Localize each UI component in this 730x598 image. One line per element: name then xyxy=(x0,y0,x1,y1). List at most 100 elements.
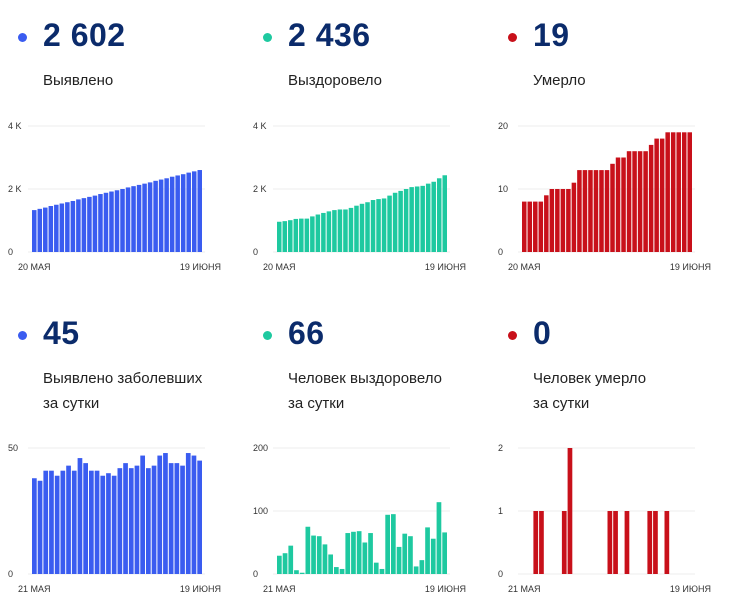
bar xyxy=(87,196,92,252)
bar xyxy=(77,458,83,574)
bar xyxy=(348,207,354,252)
bar xyxy=(54,204,59,252)
stat-label-line1: Выявлено xyxy=(43,72,114,89)
bar xyxy=(197,460,202,574)
bar xyxy=(294,570,299,574)
bar xyxy=(147,182,153,252)
stat-label-line2: за сутки xyxy=(43,395,100,412)
bar xyxy=(334,567,339,574)
bar xyxy=(409,187,414,252)
bar xyxy=(533,201,538,252)
bar xyxy=(373,562,379,574)
bar xyxy=(527,201,533,252)
stat-label-line1: Человек выздоровело xyxy=(288,370,442,387)
bar xyxy=(92,195,98,252)
stat-label: Умерло xyxy=(533,68,586,93)
y-tick-label: 0 xyxy=(8,569,13,579)
y-tick-label: 0 xyxy=(253,247,258,257)
bar xyxy=(681,132,687,252)
bar xyxy=(37,208,43,252)
bar xyxy=(59,203,65,252)
x-tick-label: 19 ИЮНЯ xyxy=(670,262,711,272)
bar xyxy=(315,214,321,252)
bar xyxy=(310,216,315,252)
bar xyxy=(420,185,425,252)
bar xyxy=(665,132,670,252)
bar xyxy=(632,151,637,252)
bar xyxy=(613,511,618,574)
bar xyxy=(70,200,76,252)
bar xyxy=(311,535,316,574)
bar xyxy=(687,132,692,252)
bar xyxy=(134,465,140,574)
x-tick-label: 20 МАЯ xyxy=(263,262,296,272)
stat-label: Выздоровело xyxy=(288,68,382,93)
bar xyxy=(599,170,604,252)
y-tick-label: 50 xyxy=(8,443,18,453)
bar xyxy=(65,202,70,252)
bar xyxy=(368,533,373,574)
bar xyxy=(610,163,615,252)
bar xyxy=(588,170,593,252)
y-tick-label: 20 xyxy=(498,121,508,131)
bar xyxy=(305,526,311,574)
bar xyxy=(76,199,81,252)
bar xyxy=(615,157,621,252)
x-tick-label: 20 МАЯ xyxy=(18,262,51,272)
bar xyxy=(168,463,174,574)
bar xyxy=(136,184,142,252)
x-tick-label: 19 ИЮНЯ xyxy=(180,262,221,272)
bar xyxy=(83,463,88,574)
bar xyxy=(643,151,648,252)
bar xyxy=(128,468,134,574)
bar xyxy=(186,172,191,252)
bar xyxy=(288,220,293,252)
bar xyxy=(621,157,626,252)
bar xyxy=(626,151,632,252)
bar xyxy=(555,189,560,252)
bar xyxy=(538,201,544,252)
bar xyxy=(396,546,402,574)
bar-chart: 0 10 20 20 МАЯ 19 ИЮНЯ xyxy=(498,121,711,272)
bar xyxy=(607,511,613,574)
bar xyxy=(593,170,599,252)
bar xyxy=(299,572,305,574)
bar xyxy=(425,527,430,574)
bar xyxy=(648,144,654,252)
bar xyxy=(60,470,66,574)
bar xyxy=(151,465,157,574)
bar xyxy=(304,218,310,252)
bar xyxy=(89,470,94,574)
bar xyxy=(359,203,365,252)
bar xyxy=(582,170,588,252)
bar xyxy=(408,536,413,574)
stat-value: 45 xyxy=(43,315,80,351)
bar xyxy=(98,194,103,252)
bar xyxy=(43,207,48,252)
bar xyxy=(197,170,202,252)
y-tick-label: 0 xyxy=(498,569,503,579)
bar xyxy=(49,470,54,574)
bar xyxy=(293,218,299,252)
bar xyxy=(37,480,43,574)
bar xyxy=(539,511,544,574)
bar-chart: 0 50 21 МАЯ 19 ИЮНЯ xyxy=(8,443,221,594)
bar xyxy=(146,468,151,574)
stat-label-line1: Выздоровело xyxy=(288,72,383,89)
bar xyxy=(391,514,396,574)
legend-dot-icon xyxy=(508,33,517,42)
bar xyxy=(577,170,582,252)
x-tick-label: 19 ИЮНЯ xyxy=(180,584,221,594)
bar xyxy=(326,211,332,252)
bar xyxy=(376,199,381,252)
y-tick-label: 0 xyxy=(253,569,258,579)
y-tick-label: 0 xyxy=(8,247,13,257)
bar xyxy=(163,453,168,574)
bar xyxy=(157,455,163,574)
bar xyxy=(125,187,131,252)
y-tick-label: 4 K xyxy=(253,121,267,131)
bar xyxy=(191,455,197,574)
bar xyxy=(413,566,419,574)
bar xyxy=(354,205,359,252)
bar xyxy=(676,132,681,252)
